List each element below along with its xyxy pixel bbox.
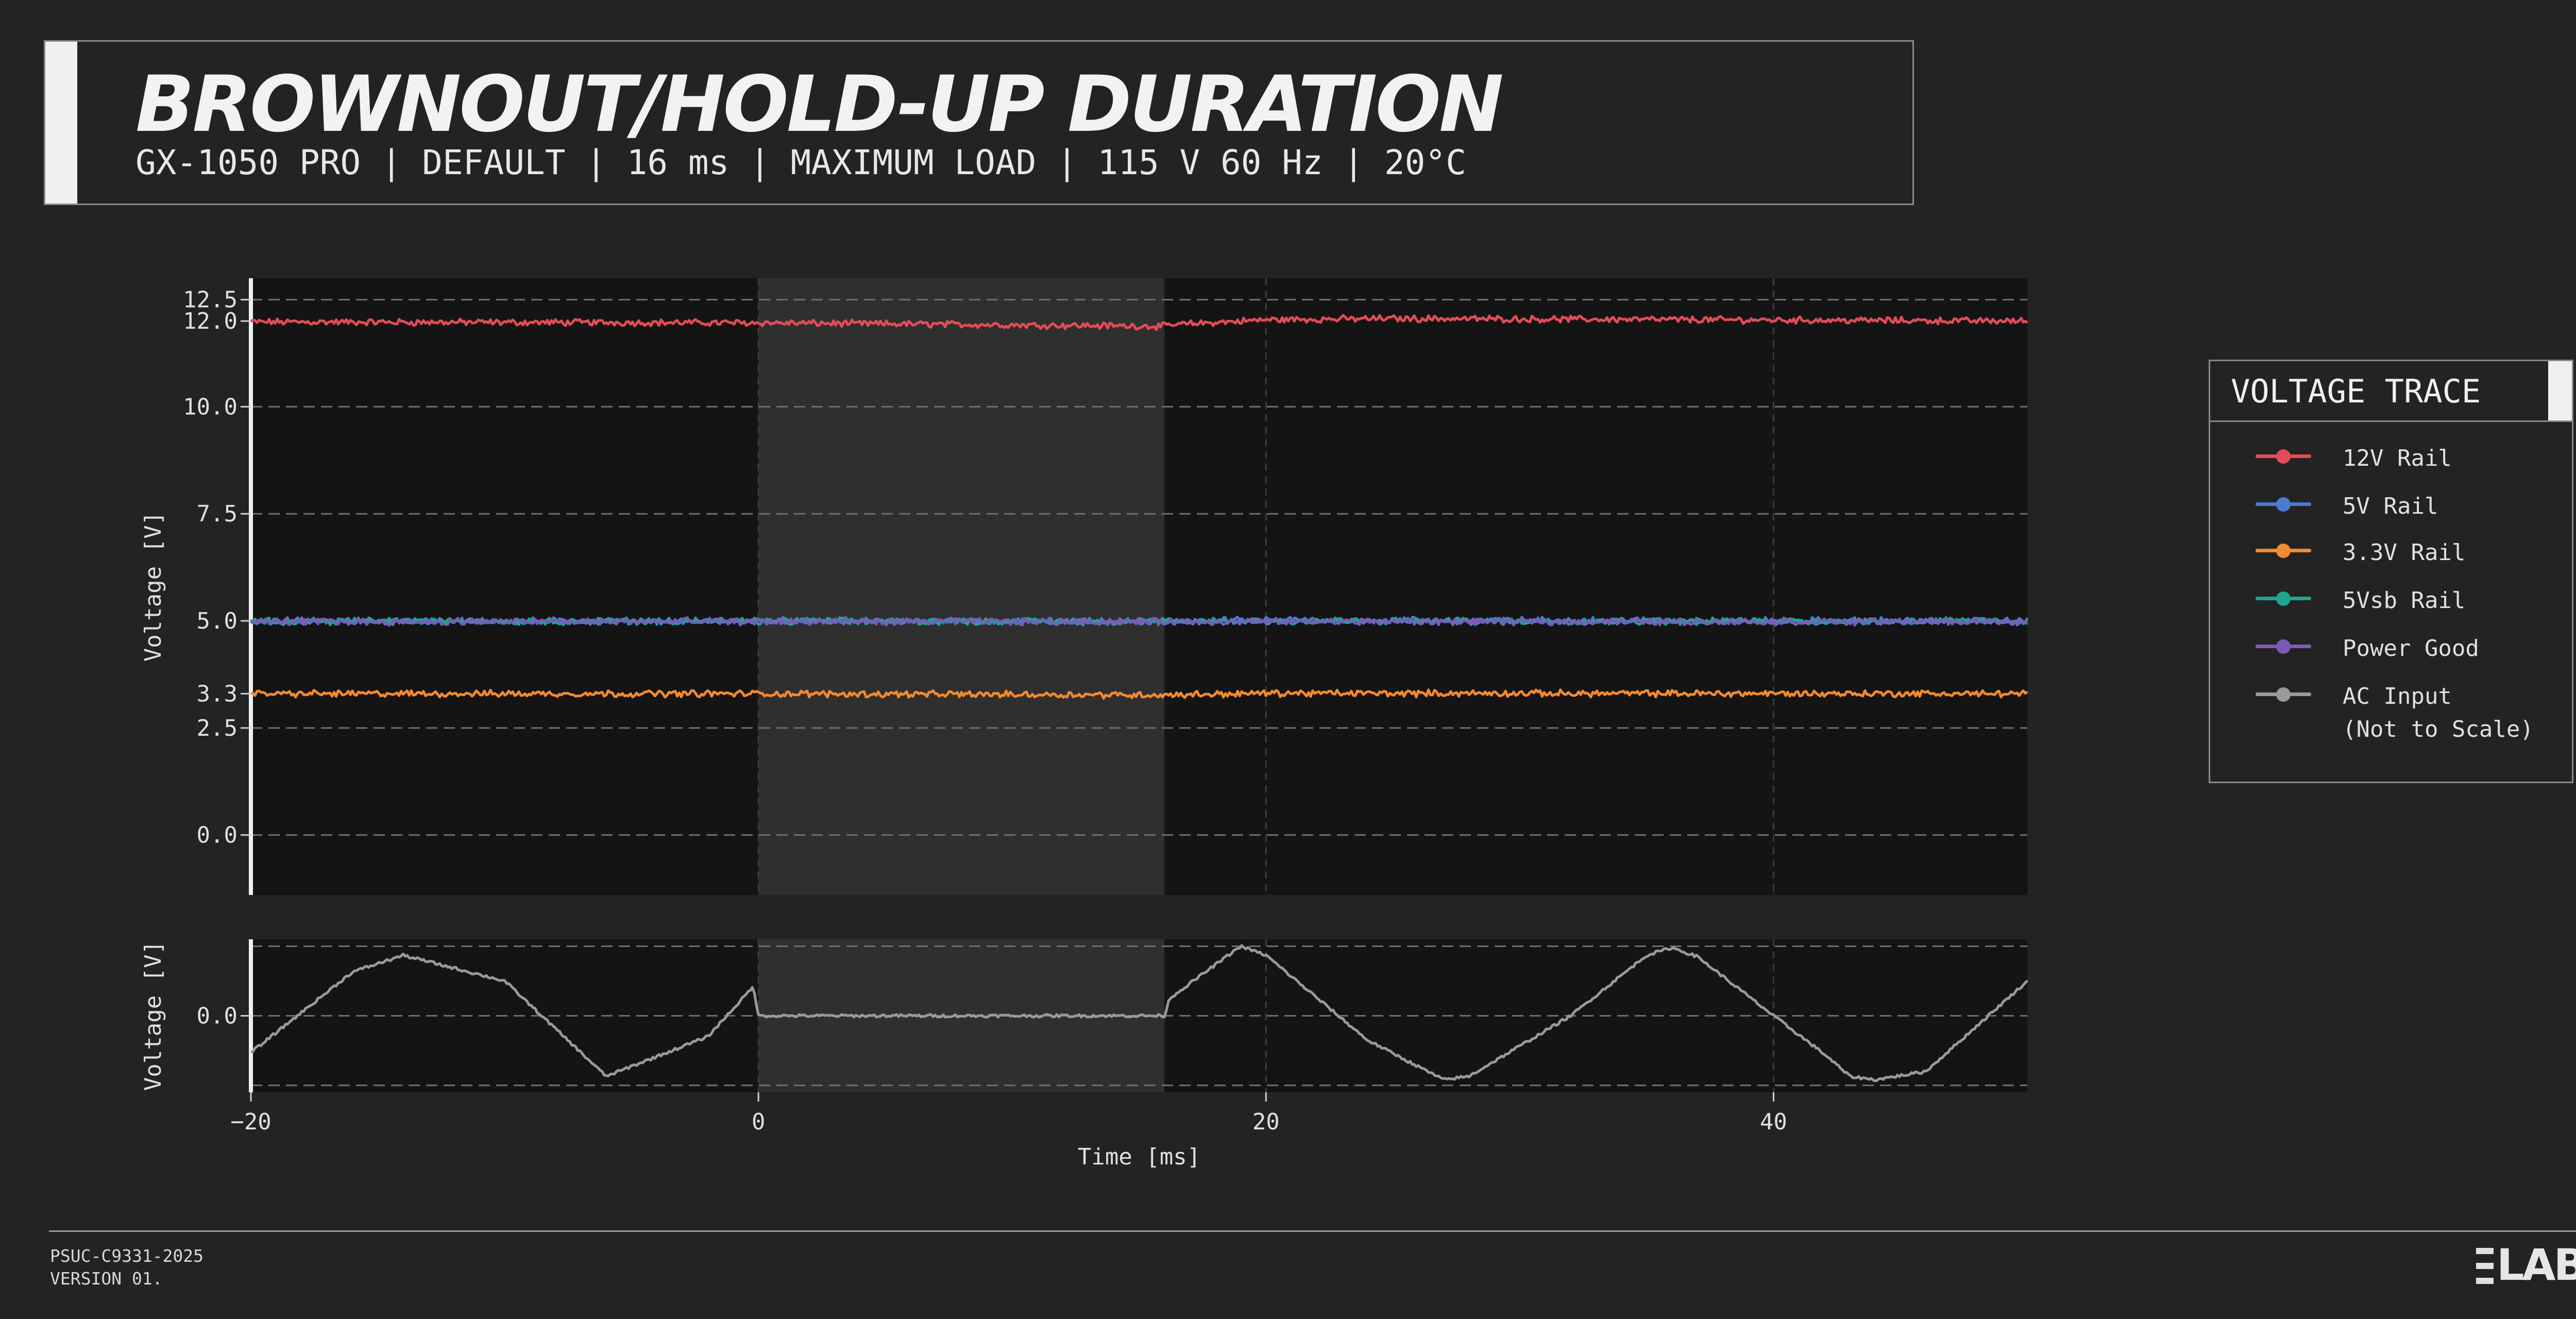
legend-item-12v: 12V Rail [2210, 445, 2572, 486]
xtick-label: 0 [752, 1109, 766, 1135]
main-ytick-label: 3.3 [197, 681, 238, 707]
legend-label-3v3: 3.3V Rail [2343, 539, 2466, 566]
legend-label-5v: 5V Rail [2343, 493, 2438, 519]
legend: VOLTAGE TRACE 12V Rail 5V Rail 3.3V Rail… [2209, 360, 2573, 783]
main-series-12v-rail [250, 314, 2028, 331]
legend-item-3v3: 3.3V Rail [2210, 539, 2572, 581]
legend-marker-power-good [2276, 639, 2291, 654]
legend-item-ac-input: AC Input (Not to Scale) [2210, 683, 2572, 760]
main-brownout-region [758, 278, 1165, 895]
labs-logo: LABS [2476, 1240, 2576, 1291]
legend-marker-ac-input [2276, 687, 2291, 702]
footer-doc-code: PSUC-C9331-2025 [50, 1246, 204, 1266]
xtick-label: 20 [1252, 1109, 1280, 1135]
ac-series-ac-input [250, 944, 2028, 1083]
legend-title: VOLTAGE TRACE [2231, 373, 2481, 410]
legend-label-power-good: Power Good [2343, 635, 2479, 662]
main-ytick-label: 12.0 [183, 308, 238, 334]
main-series-3-3v-rail [250, 688, 2028, 700]
legend-accent-tab [2548, 361, 2572, 420]
legend-item-5v: 5V Rail [2210, 493, 2572, 534]
xtick-label: 40 [1760, 1109, 1787, 1135]
footer-version: VERSION 01. [50, 1269, 163, 1289]
legend-marker-3v3 [2276, 544, 2291, 558]
chart-title: BROWNOUT/HOLD-UP DURATION [135, 60, 1504, 149]
main-series-power-good [250, 616, 2029, 627]
title-accent-bar [45, 42, 77, 204]
main-ytick-label: 2.5 [197, 715, 238, 741]
legend-header: VOLTAGE TRACE [2210, 361, 2572, 422]
main-ytick-label: 0.0 [197, 822, 238, 849]
legend-label-ac-input-note: (Not to Scale) [2343, 716, 2534, 742]
ac-ytick-label: 0.0 [197, 1003, 238, 1029]
footer-divider [49, 1230, 2576, 1232]
legend-label-ac-input: AC Input [2343, 683, 2452, 709]
x-axis-label: Time [ms] [1078, 1144, 1200, 1170]
main-ytick-label: 5.0 [197, 608, 238, 634]
legend-item-5vsb: 5Vsb Rail [2210, 587, 2572, 629]
main-ytick-label: 12.5 [183, 287, 238, 313]
ac-ylabel: Voltage [V] [140, 941, 166, 1091]
legend-marker-5v [2276, 497, 2291, 512]
legend-marker-5vsb [2276, 591, 2291, 606]
main-ytick-label: 7.5 [197, 501, 238, 527]
main-ylabel: Voltage [V] [140, 512, 166, 662]
xtick-label: −20 [230, 1109, 271, 1135]
logo-bars-icon [2476, 1248, 2494, 1284]
legend-marker-12v [2276, 449, 2291, 464]
title-panel: BROWNOUT/HOLD-UP DURATION GX-1050 PRO | … [44, 40, 1914, 205]
legend-label-12v: 12V Rail [2343, 445, 2452, 471]
main-ytick-label: 10.0 [183, 394, 238, 420]
legend-label-5vsb: 5Vsb Rail [2343, 587, 2466, 614]
logo-text: LABS [2497, 1240, 2576, 1290]
chart-subtitle: GX-1050 PRO | DEFAULT | 16 ms | MAXIMUM … [135, 143, 1466, 182]
legend-item-power-good: Power Good [2210, 635, 2572, 677]
